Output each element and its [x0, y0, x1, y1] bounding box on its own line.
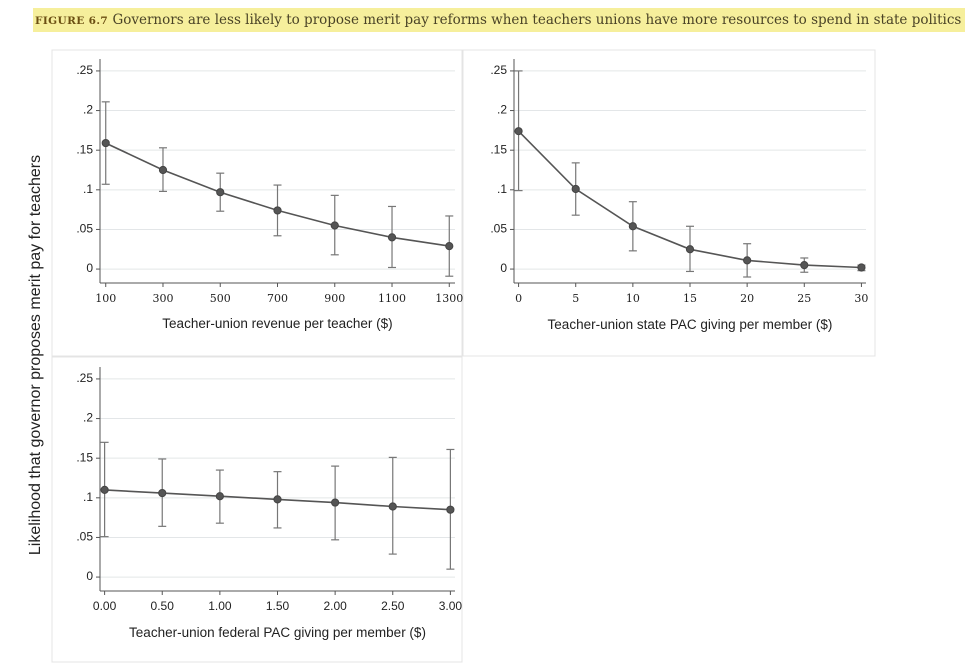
data-point — [514, 127, 523, 136]
y-tick-label: 0 — [86, 261, 93, 275]
x-tick-label: 300 — [152, 292, 173, 305]
y-tick-label: .1 — [83, 182, 93, 196]
y-tick-label: .15 — [76, 450, 93, 464]
data-point — [571, 184, 580, 194]
y-tick-label: .1 — [83, 490, 93, 504]
panel-background — [51, 356, 463, 663]
data-point — [158, 165, 168, 175]
y-tick-label: .1 — [497, 182, 507, 196]
x-tick-label: 1.00 — [208, 599, 232, 613]
x-axis-title: Teacher-union federal PAC giving per mem… — [129, 625, 426, 640]
chart-panel-3: 0 .05 .1 .15 .2 .25 0.00 0.50 1.00 1.50 2.00 2.50 3.… — [51, 356, 463, 663]
data-point — [273, 495, 282, 504]
data-point — [215, 492, 224, 501]
y-tick-label: .2 — [83, 411, 93, 425]
y-tick-label: 0 — [500, 261, 507, 275]
y-tick-label: .05 — [490, 222, 507, 236]
y-tick-label: .15 — [490, 142, 507, 156]
data-point — [331, 498, 340, 507]
x-tick-label: 5 — [572, 292, 579, 305]
y-tick-label: .05 — [76, 530, 93, 544]
x-tick-label: 10 — [626, 292, 640, 305]
data-point — [743, 256, 752, 265]
x-tick-label: 0.50 — [151, 599, 175, 613]
y-tick-label: .25 — [490, 63, 507, 77]
panel-background — [51, 49, 463, 357]
x-tick-label: 20 — [740, 292, 754, 305]
y-tick-label: .25 — [76, 63, 93, 77]
x-tick-label: 2.50 — [381, 599, 405, 613]
x-tick-label: 700 — [267, 292, 288, 305]
y-tick-label: .25 — [76, 371, 93, 385]
data-point — [628, 222, 637, 231]
x-tick-label: 1.50 — [266, 599, 290, 613]
x-tick-label: 500 — [210, 292, 231, 305]
x-tick-label: 25 — [797, 292, 811, 305]
data-point — [101, 138, 110, 148]
y-axis-label: Likelihood that governor proposes merit … — [27, 155, 44, 555]
x-tick-label: 900 — [324, 292, 345, 305]
data-point — [857, 263, 866, 272]
y-tick-label: 0 — [86, 569, 93, 583]
x-axis-title: Teacher-union state PAC giving per membe… — [548, 317, 833, 332]
data-point — [800, 261, 809, 270]
y-tick-label: .15 — [76, 142, 93, 156]
chart-panel-1: 0 .05 .1 .15 .2 .25 100 300 500 700 900 1100 1300 Tea… — [51, 49, 463, 357]
data-point — [216, 188, 225, 197]
x-tick-label: 100 — [95, 292, 116, 305]
x-tick-label: 1100 — [378, 292, 406, 305]
data-point — [330, 221, 339, 230]
x-tick-label: 0.00 — [93, 599, 117, 613]
x-tick-label: 3.00 — [439, 599, 463, 613]
x-tick-label: 2.00 — [323, 599, 347, 613]
data-point — [685, 245, 695, 254]
x-tick-label: 15 — [683, 292, 697, 305]
x-axis-title: Teacher-union revenue per teacher ($) — [162, 316, 392, 331]
data-point — [445, 241, 454, 251]
x-tick-label: 30 — [854, 292, 868, 305]
y-tick-label: .05 — [76, 222, 93, 236]
figure-caption: FIGURE 6.7 Governors are less likely to … — [33, 8, 966, 32]
y-tick-label: .2 — [83, 103, 93, 117]
panel-background — [462, 49, 876, 357]
data-point — [387, 233, 397, 242]
data-point — [273, 206, 282, 215]
figure-label: FIGURE 6.7 — [35, 15, 109, 27]
data-point — [388, 502, 397, 511]
data-point — [158, 488, 167, 498]
x-tick-label: 0 — [515, 292, 522, 305]
figure-caption-text: Governors are less likely to propose mer… — [112, 12, 962, 28]
x-tick-label: 1300 — [435, 292, 463, 305]
chart-panel-2: 0 .05 .1 .15 .2 .25 0 5 10 15 20 25 30 Teacher-union … — [462, 49, 876, 357]
y-tick-label: .2 — [497, 103, 507, 117]
data-point — [100, 485, 109, 494]
data-point — [446, 505, 455, 514]
